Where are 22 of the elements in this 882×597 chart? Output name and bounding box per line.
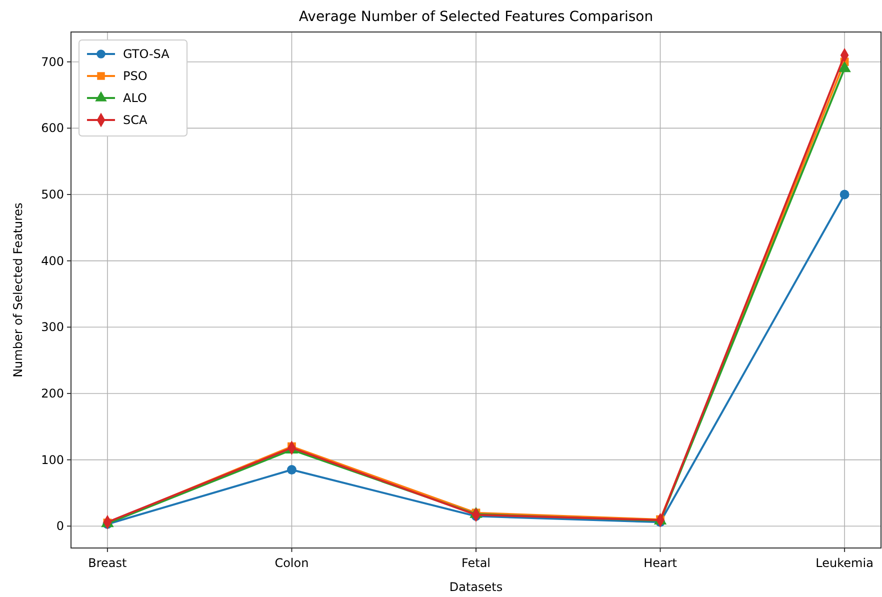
x-tick-label: Fetal	[461, 556, 491, 570]
y-tick-label: 200	[41, 386, 64, 400]
legend-label: GTO-SA	[123, 47, 170, 61]
y-tick-label: 700	[41, 54, 64, 69]
y-tick-label: 300	[41, 320, 64, 334]
x-axis-title: Datasets	[449, 580, 503, 594]
legend-label: PSO	[123, 69, 148, 83]
y-tick-label: 0	[56, 519, 64, 534]
y-tick-label: 500	[41, 187, 64, 202]
point	[287, 465, 296, 474]
x-tick-label: Leukemia	[816, 556, 874, 570]
chart-title: Average Number of Selected Features Comparison	[298, 9, 654, 25]
y-tick-label: 400	[41, 254, 64, 268]
y-axis-title: Number of Selected Features	[11, 202, 25, 378]
x-tick-label: Heart	[644, 556, 678, 570]
y-tick-label: 100	[41, 452, 64, 467]
legend-label: ALO	[123, 91, 147, 105]
legend-label: SCA	[123, 113, 148, 127]
y-tick-label: 600	[41, 121, 64, 136]
point	[840, 190, 850, 200]
x-tick-label: Colon	[274, 556, 309, 570]
x-tick-label: Breast	[88, 556, 128, 570]
